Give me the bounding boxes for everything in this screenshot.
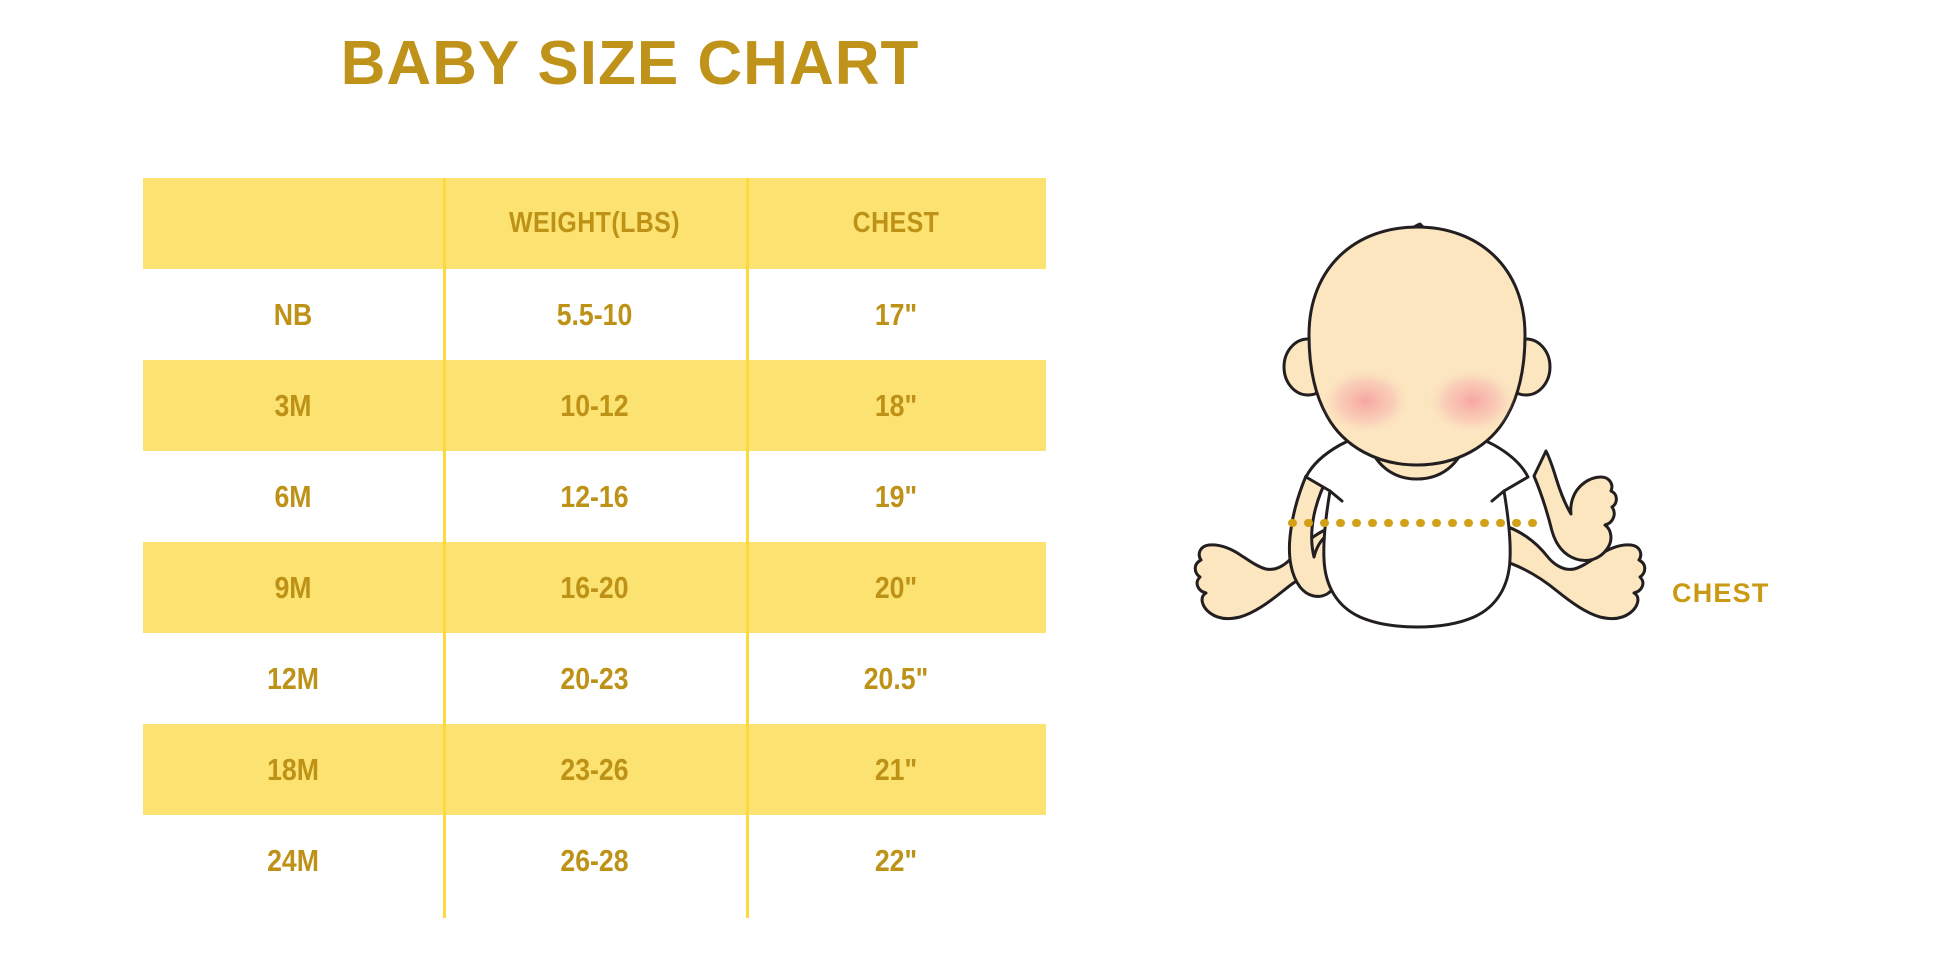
table-row: 18M 23-26 21" [143, 724, 1046, 815]
cell-size: 3M [274, 388, 312, 423]
cell-size: 18M [267, 752, 319, 787]
cell-weight: 5.5-10 [556, 297, 633, 332]
cell-chest: 21" [874, 752, 918, 787]
column-divider-line-1 [443, 178, 446, 918]
table-row: 3M 10-12 18" [143, 360, 1046, 451]
baby-size-table: WEIGHT(LBS) CHEST NB 5.5-10 17" 3M 10-12… [143, 178, 1046, 918]
table-header-row: WEIGHT(LBS) CHEST [143, 178, 1046, 269]
table-row: NB 5.5-10 17" [143, 269, 1046, 360]
cell-weight: 20-23 [560, 661, 629, 696]
page-title: BABY SIZE CHART [340, 29, 920, 98]
chest-callout-label: CHEST [1672, 578, 1770, 608]
cell-size: 24M [267, 843, 319, 878]
cell-weight: 10-12 [560, 388, 629, 423]
cell-chest: 22" [874, 843, 918, 878]
cell-weight: 12-16 [560, 479, 629, 514]
column-header-chest: CHEST [852, 207, 940, 239]
cell-chest: 18" [874, 388, 918, 423]
column-divider-line-2 [746, 178, 749, 918]
cell-chest: 20" [874, 570, 918, 605]
cell-weight: 26-28 [560, 843, 629, 878]
cell-size: 9M [274, 570, 312, 605]
table-row: 24M 26-28 22" [143, 815, 1046, 906]
cell-chest: 19" [874, 479, 918, 514]
cell-weight: 23-26 [560, 752, 629, 787]
table-row: 9M 16-20 20" [143, 542, 1046, 633]
baby-head [1282, 222, 1552, 467]
cell-weight: 16-20 [560, 570, 629, 605]
table-row: 12M 20-23 20.5" [143, 633, 1046, 724]
cell-size: 6M [274, 479, 312, 514]
cell-chest: 17" [874, 297, 918, 332]
cell-size: NB [273, 297, 313, 332]
cell-size: 12M [267, 661, 319, 696]
column-header-weight: WEIGHT(LBS) [509, 207, 680, 239]
table-row: 6M 12-16 19" [143, 451, 1046, 542]
baby-illustration [1180, 215, 1660, 655]
cell-chest: 20.5" [863, 661, 929, 696]
